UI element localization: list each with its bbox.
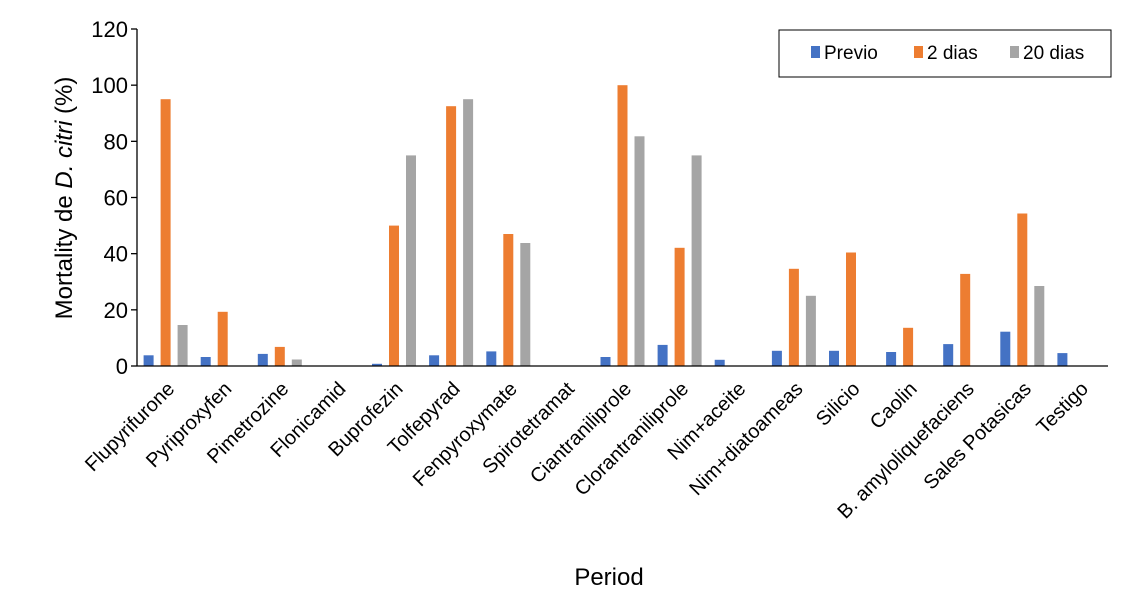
y-tick-labels: 0 20 40 60 80 100 120 xyxy=(91,17,128,379)
bar-2-dias-0 xyxy=(160,99,171,366)
bar-20-dias-11 xyxy=(805,295,816,366)
y-tick-label: 40 xyxy=(104,242,128,267)
bars-layer xyxy=(143,85,1068,366)
y-axis-label-prefix: Mortality de xyxy=(51,189,78,320)
x-tick-labels: FlupyrifuronePyriproxyfenPimetrozineFlon… xyxy=(81,378,1093,524)
bar-20-dias-9 xyxy=(691,155,702,366)
bar-2-dias-4 xyxy=(389,225,399,366)
x-axis-label: Period xyxy=(574,564,643,591)
bar-2-dias-12 xyxy=(846,252,856,366)
legend-box xyxy=(778,29,1112,78)
bar-previo-11 xyxy=(771,350,782,366)
legend: Previo 2 dias 20 dias xyxy=(778,29,1112,78)
legend-swatch-previo xyxy=(811,46,820,58)
axes-layer xyxy=(131,28,1108,367)
y-axis-label-suffix: (%) xyxy=(51,77,78,121)
bar-2-dias-2 xyxy=(274,346,285,366)
bar-previo-12 xyxy=(829,350,839,366)
legend-label: 2 dias xyxy=(927,43,978,64)
bar-previo-9 xyxy=(657,344,668,366)
y-tick-label: 100 xyxy=(91,73,128,98)
bar-2-dias-6 xyxy=(503,234,514,366)
y-tick-label: 120 xyxy=(91,17,128,42)
x-tick-label: Testigo xyxy=(1033,378,1093,438)
y-tick-label: 80 xyxy=(104,129,128,154)
bar-previo-6 xyxy=(486,351,497,366)
y-tick-label: 20 xyxy=(104,298,128,323)
bar-2-dias-15 xyxy=(1017,213,1028,366)
bar-previo-4 xyxy=(372,363,382,366)
bar-previo-8 xyxy=(600,357,611,366)
y-axis-label-species: D. citri xyxy=(51,120,78,189)
bar-2-dias-13 xyxy=(903,327,914,366)
bar-previo-0 xyxy=(143,355,154,366)
bar-2-dias-9 xyxy=(674,247,685,366)
bar-previo-16 xyxy=(1057,353,1068,366)
bar-previo-13 xyxy=(886,352,897,366)
bar-previo-14 xyxy=(943,344,954,366)
bar-20-dias-6 xyxy=(520,243,531,366)
bar-2-dias-14 xyxy=(960,273,971,366)
bar-20-dias-15 xyxy=(1034,286,1045,366)
x-tick-label: Fenpyroxymate xyxy=(409,378,522,491)
legend-label: 20 dias xyxy=(1023,43,1084,64)
bar-2-dias-1 xyxy=(217,311,228,366)
bar-20-dias-8 xyxy=(634,136,645,366)
y-axis-label: Mortality de D. citri (%) xyxy=(51,77,78,320)
bar-20-dias-2 xyxy=(291,359,302,366)
bar-2-dias-5 xyxy=(446,106,457,366)
bar-previo-2 xyxy=(257,353,268,366)
legend-swatch-20-dias xyxy=(1010,46,1019,58)
x-tick-label: Silicio xyxy=(812,378,865,431)
y-tick-label: 60 xyxy=(104,186,128,211)
bar-20-dias-0 xyxy=(177,325,188,366)
legend-swatch-2-dias xyxy=(914,46,923,58)
bar-20-dias-5 xyxy=(463,99,474,366)
bar-20-dias-4 xyxy=(406,155,416,366)
bar-previo-10 xyxy=(714,359,725,366)
x-tick-label: Sales Potasicas xyxy=(920,378,1036,494)
y-tick-label: 0 xyxy=(116,354,128,379)
bar-previo-5 xyxy=(429,355,440,366)
x-tick-label: Ciantraniliprole xyxy=(526,378,636,488)
bar-previo-15 xyxy=(1000,331,1011,366)
legend-label: Previo xyxy=(824,43,878,64)
x-tick-label: Caolin xyxy=(866,378,922,434)
bar-previo-1 xyxy=(200,357,211,366)
bar-2-dias-11 xyxy=(788,268,799,366)
bar-2-dias-8 xyxy=(617,85,628,366)
